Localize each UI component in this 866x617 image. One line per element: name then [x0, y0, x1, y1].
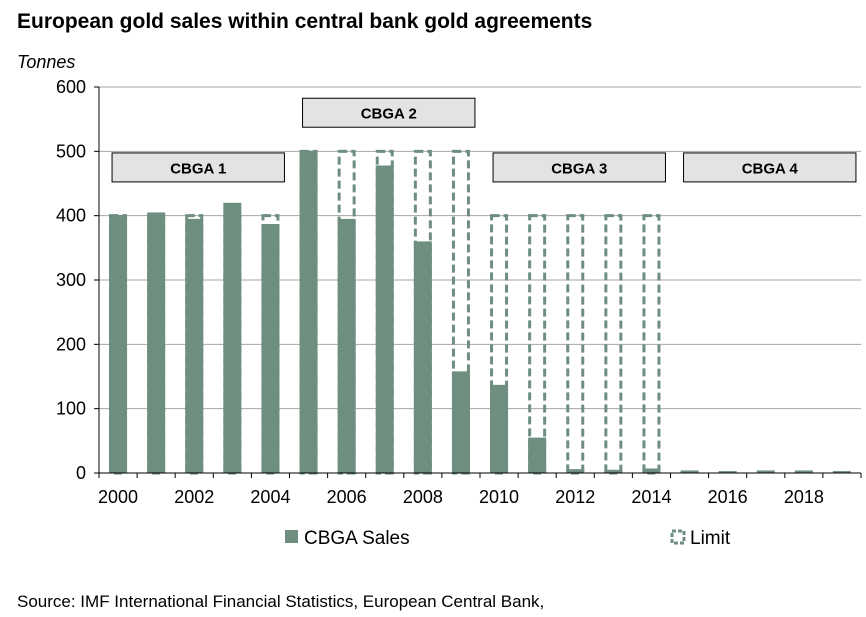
agreement-label: CBGA 3 [551, 160, 607, 177]
sales-bar [109, 215, 128, 474]
agreement-box: CBGA 3 [492, 152, 666, 183]
axes: 0 100 200 300 400 500 600 2000 2002 2004 2006 2008 2… [56, 77, 862, 507]
agreement-label: CBGA 2 [361, 106, 417, 123]
x-tick-label: 2012 [555, 487, 595, 507]
legend-swatch-limit [670, 529, 686, 545]
gridlines [99, 86, 861, 410]
sales-bar [832, 471, 851, 473]
y-tick-label: 300 [56, 270, 86, 290]
y-axis-label: Tonnes [17, 52, 76, 72]
x-tick-label: 2008 [403, 487, 443, 507]
sales-bar [566, 469, 585, 473]
x-tick-label: 2010 [479, 487, 519, 507]
sales-bar [680, 470, 699, 473]
agreement-label: CBGA 4 [742, 160, 799, 177]
agreement-box: CBGA 2 [302, 97, 476, 128]
legend: CBGA Sales Limit [285, 528, 731, 549]
x-tick-label: 2000 [98, 487, 138, 507]
sales-bar [718, 471, 737, 473]
sales-bar [299, 150, 318, 473]
sales-bar [451, 371, 470, 473]
agreement-labels: CBGA 1 CBGA 2 CBGA 3 CBGA 4 [111, 97, 857, 183]
legend-label-limit: Limit [690, 528, 731, 549]
y-tick-label: 100 [56, 399, 86, 419]
legend-label-sales: CBGA Sales [304, 528, 410, 549]
agreement-box-bg [492, 152, 666, 183]
y-tick-label: 400 [56, 206, 86, 226]
agreement-box: CBGA 1 [111, 152, 285, 183]
agreement-box-bg [683, 152, 857, 183]
y-tick-label: 500 [56, 141, 86, 161]
sales-bar [490, 384, 509, 473]
sales-bar [337, 218, 356, 473]
sales-bar [642, 468, 661, 473]
agreement-box: CBGA 4 [683, 152, 857, 183]
sales-bar [528, 437, 547, 473]
agreement-box-bg [111, 152, 285, 183]
chart-title: European gold sales within central bank … [17, 10, 593, 33]
x-tick-label: 2006 [327, 487, 367, 507]
x-tick-label: 2002 [174, 487, 214, 507]
sales-bar [261, 224, 280, 473]
sales-bars [109, 150, 851, 474]
x-tick-label: 2004 [250, 487, 290, 507]
x-tick-label: 2014 [631, 487, 671, 507]
agreement-label: CBGA 1 [170, 160, 226, 177]
sales-bar [185, 218, 204, 473]
y-tick-label: 0 [76, 463, 86, 483]
agreement-box-bg [302, 97, 476, 128]
y-tick-label: 200 [56, 334, 86, 354]
limit-bar [451, 149, 470, 475]
sales-bar [375, 165, 394, 473]
x-tick-label: 2016 [708, 487, 748, 507]
source-note: Source: IMF International Financial Stat… [17, 592, 545, 611]
legend-swatch-sales [285, 530, 298, 543]
x-tick-label: 2018 [784, 487, 824, 507]
y-tick-label: 600 [56, 77, 86, 97]
sales-bar [413, 241, 432, 473]
sales-bar [223, 202, 242, 474]
sales-bar [794, 470, 813, 473]
sales-bar [147, 212, 166, 473]
sales-bar [756, 470, 775, 473]
sales-bar [604, 469, 623, 473]
